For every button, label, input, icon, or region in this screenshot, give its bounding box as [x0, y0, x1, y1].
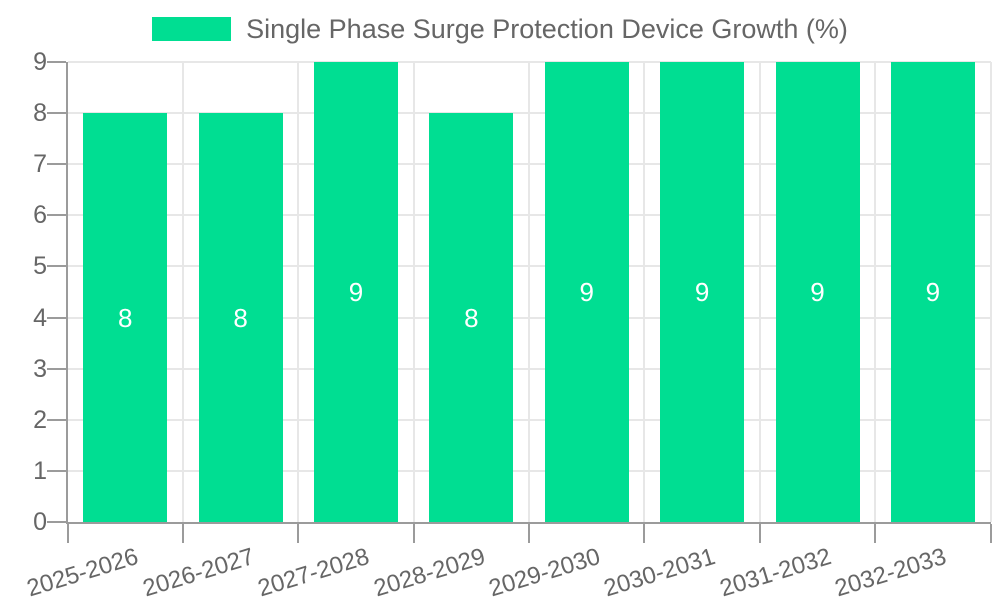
x-axis-label: 2031-2032	[716, 543, 835, 600]
x-axis-label: 2029-2030	[485, 543, 604, 600]
x-axis-tick	[643, 524, 646, 543]
gridline-vertical	[297, 62, 300, 522]
x-axis-tick	[758, 524, 761, 543]
y-axis-tick	[46, 112, 66, 115]
y-axis-label: 0	[33, 508, 47, 536]
bar-2029-2030[interactable]	[544, 62, 629, 522]
gridline-vertical	[874, 62, 877, 522]
legend-swatch-icon	[152, 17, 232, 41]
bar-2032-2033[interactable]	[890, 62, 975, 522]
gridline-vertical	[181, 62, 184, 522]
legend[interactable]: Single Phase Surge Protection Device Gro…	[0, 13, 1000, 45]
y-axis-tick	[46, 265, 66, 268]
y-axis-tick	[46, 367, 66, 370]
x-axis-tick	[989, 524, 992, 543]
gridline-vertical	[758, 62, 761, 522]
bar-value-label: 9	[810, 277, 825, 307]
y-axis-label: 5	[33, 252, 47, 281]
y-axis-tick	[46, 316, 66, 319]
gridline-vertical	[989, 62, 992, 522]
y-axis-tick	[46, 214, 66, 217]
bar-2027-2028[interactable]	[313, 62, 398, 522]
y-axis-tick	[46, 418, 66, 421]
legend-label: Single Phase Surge Protection Device Gro…	[246, 14, 848, 44]
x-axis-tick	[66, 524, 69, 543]
bar-value-label: 8	[464, 302, 479, 333]
gridline-vertical	[412, 62, 415, 522]
bar-2030-2031[interactable]	[660, 62, 745, 522]
y-axis-tick	[46, 469, 66, 472]
x-axis-label: 2027-2028	[254, 543, 373, 600]
bar-2031-2032[interactable]	[775, 62, 860, 522]
bar-2025-2026[interactable]	[83, 113, 168, 522]
bar-value-label: 9	[925, 277, 941, 307]
bar-2026-2027[interactable]	[198, 113, 283, 522]
bar-value-label: 9	[579, 277, 594, 307]
y-axis-label: 7	[33, 150, 47, 179]
x-axis-label: 2030-2031	[601, 543, 719, 600]
x-axis-tick	[528, 524, 531, 543]
gridline-vertical	[643, 62, 646, 522]
y-axis-tick	[46, 61, 66, 63]
bar-value-label: 8	[117, 302, 133, 333]
y-axis-tick	[46, 163, 66, 166]
bar-value-label: 9	[348, 277, 364, 307]
x-axis-label: 2028-2029	[370, 543, 488, 600]
y-axis-label: 9	[33, 48, 47, 76]
y-axis-label: 6	[33, 201, 47, 230]
x-axis-label: 2025-2026	[24, 543, 142, 600]
bar-value-label: 8	[233, 302, 248, 333]
x-axis-line	[65, 522, 991, 524]
bar-2028-2029[interactable]	[429, 113, 514, 522]
x-axis-tick	[181, 524, 184, 543]
x-axis-tick	[412, 524, 415, 543]
y-axis-line	[65, 62, 68, 524]
y-axis-tick	[46, 521, 66, 523]
gridline-vertical	[528, 62, 531, 522]
y-axis-label: 1	[33, 456, 47, 485]
y-axis-label: 8	[33, 99, 47, 128]
y-axis-label: 3	[33, 354, 47, 383]
x-axis-tick	[874, 524, 877, 543]
x-axis-label: 2032-2033	[831, 543, 950, 600]
x-axis-tick	[297, 524, 300, 543]
y-axis-label: 4	[33, 303, 47, 332]
bar-value-label: 9	[694, 277, 710, 307]
x-axis-label: 2026-2027	[139, 543, 258, 600]
y-axis-label: 2	[33, 405, 47, 434]
